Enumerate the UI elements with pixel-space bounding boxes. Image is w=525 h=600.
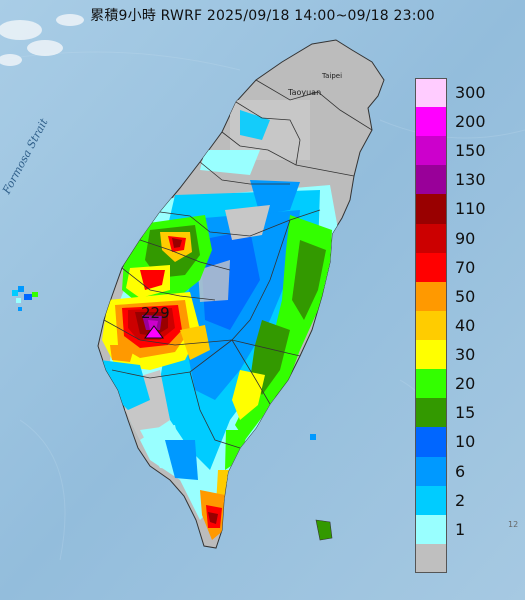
legend-row: 1 bbox=[415, 514, 521, 544]
legend-row: 110 bbox=[415, 194, 521, 224]
legend-label: 15 bbox=[455, 403, 476, 423]
legend-swatch bbox=[415, 252, 447, 282]
rainfall-legend: 300 200 150 130 110 90 70 50 40 30 20 15 10 6 2 1 bbox=[415, 78, 521, 573]
legend-label: 200 bbox=[455, 112, 486, 132]
legend-label: 6 bbox=[455, 461, 466, 481]
legend-label: 10 bbox=[455, 432, 476, 452]
legend-label: 90 bbox=[455, 228, 476, 248]
legend-label: 20 bbox=[455, 374, 476, 394]
offshore-islands bbox=[12, 286, 333, 541]
legend-row: 6 bbox=[415, 456, 521, 486]
legend-swatch bbox=[415, 398, 447, 428]
legend-swatch bbox=[415, 514, 447, 544]
cloud-patches bbox=[0, 14, 84, 66]
legend-label: 50 bbox=[455, 286, 476, 306]
legend-label: 300 bbox=[455, 83, 486, 102]
legend-swatch bbox=[415, 543, 447, 573]
legend-row: 150 bbox=[415, 136, 521, 166]
legend-row: 2 bbox=[415, 485, 521, 515]
legend-label: 150 bbox=[455, 141, 486, 161]
legend-swatch bbox=[415, 427, 447, 457]
city-label-taipei: Taipei bbox=[322, 72, 343, 80]
legend-label: 130 bbox=[455, 170, 486, 190]
peak-marker-icon bbox=[144, 325, 164, 339]
city-label-taoyuan: Taoyuan bbox=[288, 88, 322, 97]
legend-row: 50 bbox=[415, 281, 521, 311]
legend-row: 20 bbox=[415, 369, 521, 399]
legend-swatch bbox=[415, 281, 447, 311]
legend-row: 15 bbox=[415, 398, 521, 428]
legend-swatch bbox=[415, 310, 447, 341]
legend-row: 30 bbox=[415, 340, 521, 370]
legend-row: 10 bbox=[415, 427, 521, 457]
legend-row: 200 bbox=[415, 107, 521, 137]
legend-swatch bbox=[415, 78, 447, 108]
legend-label: 30 bbox=[455, 345, 476, 365]
legend-row bbox=[415, 543, 521, 573]
edge-label: 12 bbox=[508, 520, 519, 529]
county-boundaries bbox=[103, 79, 373, 449]
legend-label: 2 bbox=[455, 490, 466, 510]
legend-swatch bbox=[415, 194, 447, 224]
legend-swatch bbox=[415, 369, 447, 399]
legend-swatch bbox=[415, 136, 447, 166]
legend-swatch bbox=[415, 107, 447, 137]
legend-swatch bbox=[415, 165, 447, 195]
legend-row: 90 bbox=[415, 223, 521, 253]
peak-value-label: 229 bbox=[141, 304, 170, 322]
legend-label: 40 bbox=[455, 315, 476, 335]
legend-label: 1 bbox=[455, 519, 466, 539]
legend-swatch bbox=[415, 485, 447, 515]
legend-swatch bbox=[415, 223, 447, 253]
legend-row: 130 bbox=[415, 165, 521, 195]
legend-row: 300 bbox=[415, 78, 521, 108]
legend-label: 70 bbox=[455, 257, 476, 277]
legend-swatch bbox=[415, 340, 447, 370]
map-title: 累積9小時 RWRF 2025/09/18 14:00~09/18 23:00 bbox=[90, 8, 435, 24]
legend-label: 110 bbox=[455, 199, 486, 219]
legend-row: 40 bbox=[415, 310, 521, 341]
legend-row: 70 bbox=[415, 252, 521, 282]
legend-swatch bbox=[415, 456, 447, 486]
